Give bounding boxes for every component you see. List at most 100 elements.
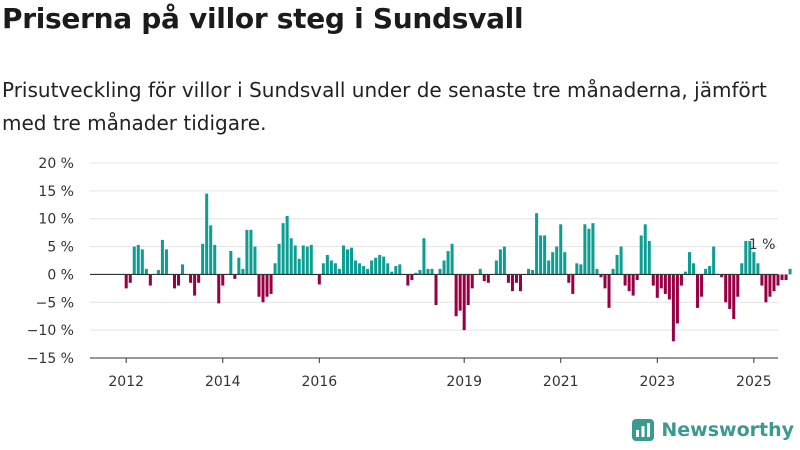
bar xyxy=(414,272,418,275)
bar xyxy=(683,271,687,275)
bar xyxy=(128,274,132,283)
bar xyxy=(603,274,607,289)
bar xyxy=(575,263,579,275)
bar xyxy=(329,260,333,275)
bar xyxy=(446,251,450,275)
x-tick-label: 2016 xyxy=(302,374,338,390)
bar xyxy=(269,274,273,294)
bar xyxy=(410,274,414,280)
bar xyxy=(325,254,329,275)
y-tick-label: 10 % xyxy=(38,212,74,228)
bar xyxy=(233,274,237,279)
bar xyxy=(692,263,696,275)
bar xyxy=(362,266,366,275)
bar xyxy=(764,274,768,303)
bar xyxy=(720,274,724,278)
newsworthy-logo-icon xyxy=(632,419,655,441)
bar xyxy=(293,245,297,275)
bar xyxy=(277,243,281,275)
bar xyxy=(643,224,647,275)
bar xyxy=(780,274,784,280)
bar xyxy=(370,260,374,275)
bar xyxy=(265,274,269,297)
bar xyxy=(494,260,498,275)
bar xyxy=(587,228,591,275)
bar xyxy=(434,274,438,306)
bar xyxy=(708,266,712,275)
bar xyxy=(599,274,603,278)
bar xyxy=(350,247,354,275)
bar xyxy=(615,254,619,275)
y-tick-label: −15 % xyxy=(27,351,74,367)
bar xyxy=(354,260,358,275)
x-tick-label: 2025 xyxy=(736,374,772,390)
bar xyxy=(663,274,667,294)
bar xyxy=(567,274,571,283)
bar xyxy=(221,274,225,286)
bar xyxy=(482,274,486,282)
bar xyxy=(317,274,321,285)
bar xyxy=(591,223,595,275)
y-tick-label: 0 % xyxy=(47,267,74,283)
bar xyxy=(124,274,128,289)
value-annotation: 1 % xyxy=(749,237,776,253)
newsworthy-brand[interactable]: Newsworthy xyxy=(631,418,794,442)
bar xyxy=(551,252,555,275)
bar xyxy=(736,274,740,297)
bar xyxy=(498,249,502,275)
bar xyxy=(237,257,241,275)
bar xyxy=(712,246,716,275)
x-tick-label: 2021 xyxy=(543,374,579,390)
bar xyxy=(386,263,390,275)
bar xyxy=(136,244,140,275)
bar xyxy=(502,246,506,275)
bar xyxy=(462,274,466,331)
bar xyxy=(732,274,736,319)
bar xyxy=(193,274,197,296)
bar xyxy=(390,271,394,275)
bar xyxy=(418,269,422,275)
bar xyxy=(261,274,265,303)
bar xyxy=(273,263,277,275)
bar xyxy=(406,274,410,286)
y-tick-label: −10 % xyxy=(27,323,74,339)
bar xyxy=(748,241,752,275)
bar xyxy=(510,274,514,292)
bar xyxy=(659,274,663,289)
bar xyxy=(345,249,350,275)
bar xyxy=(555,246,559,275)
bar xyxy=(788,268,792,275)
bar xyxy=(571,274,575,294)
bar xyxy=(398,264,402,275)
bar xyxy=(623,274,627,286)
bar xyxy=(458,274,462,311)
bar xyxy=(667,274,671,300)
bar xyxy=(700,274,704,297)
x-tick-label: 2014 xyxy=(205,374,241,390)
bar xyxy=(438,268,442,275)
bar xyxy=(374,257,378,275)
brand-name: Newsworthy xyxy=(661,419,794,441)
bar xyxy=(704,268,708,275)
bar xyxy=(197,274,201,283)
bar xyxy=(140,249,144,275)
bar xyxy=(595,268,599,275)
bar xyxy=(442,260,446,275)
bar xyxy=(241,268,245,275)
bar xyxy=(655,274,659,298)
bar xyxy=(181,264,185,275)
bar xyxy=(394,266,398,275)
bar xyxy=(583,224,587,275)
bar xyxy=(289,238,293,275)
bar xyxy=(514,274,518,283)
bar-chart: −15 % −10 % −5 % 0 % 5 % 10 % 15 % 20 % 2012 2014… xyxy=(27,156,792,390)
bar xyxy=(337,268,341,275)
bar xyxy=(760,274,764,286)
bar xyxy=(696,274,700,308)
bar xyxy=(619,246,623,275)
bar xyxy=(213,244,217,275)
bar xyxy=(177,274,181,286)
bar xyxy=(687,252,691,275)
bar xyxy=(535,213,539,275)
y-tick-label: 20 % xyxy=(38,156,74,172)
